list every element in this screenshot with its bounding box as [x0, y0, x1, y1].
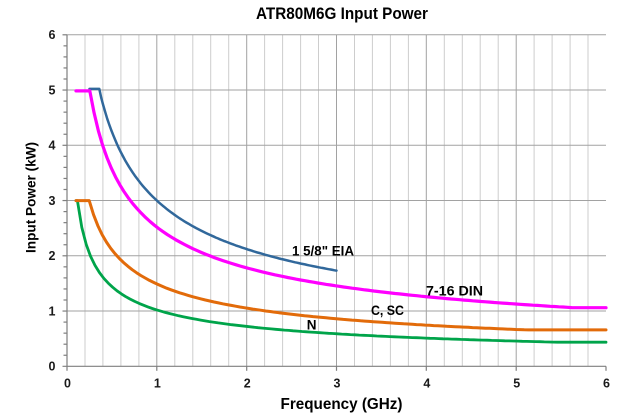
svg-text:1 5/8" EIA: 1 5/8" EIA — [292, 244, 354, 259]
svg-text:0: 0 — [64, 377, 71, 391]
svg-text:4: 4 — [423, 377, 430, 391]
svg-text:N: N — [307, 318, 317, 333]
svg-text:2: 2 — [49, 249, 56, 263]
svg-text:7-16 DIN: 7-16 DIN — [426, 283, 483, 298]
svg-text:Frequency (GHz): Frequency (GHz) — [281, 396, 403, 413]
svg-text:5: 5 — [513, 377, 520, 391]
svg-text:1: 1 — [49, 304, 56, 318]
svg-text:6: 6 — [603, 377, 610, 391]
svg-text:6: 6 — [49, 28, 56, 42]
svg-text:2: 2 — [244, 377, 251, 391]
svg-text:0: 0 — [49, 360, 56, 374]
svg-text:C, SC: C, SC — [371, 303, 404, 318]
svg-text:Input Power (kW): Input Power (kW) — [24, 142, 39, 253]
svg-text:3: 3 — [334, 377, 341, 391]
svg-text:1: 1 — [154, 377, 161, 391]
svg-text:5: 5 — [49, 83, 56, 97]
svg-text:3: 3 — [49, 194, 56, 208]
svg-text:ATR80M6G Input Power: ATR80M6G Input Power — [256, 5, 429, 23]
svg-text:4: 4 — [49, 139, 56, 153]
